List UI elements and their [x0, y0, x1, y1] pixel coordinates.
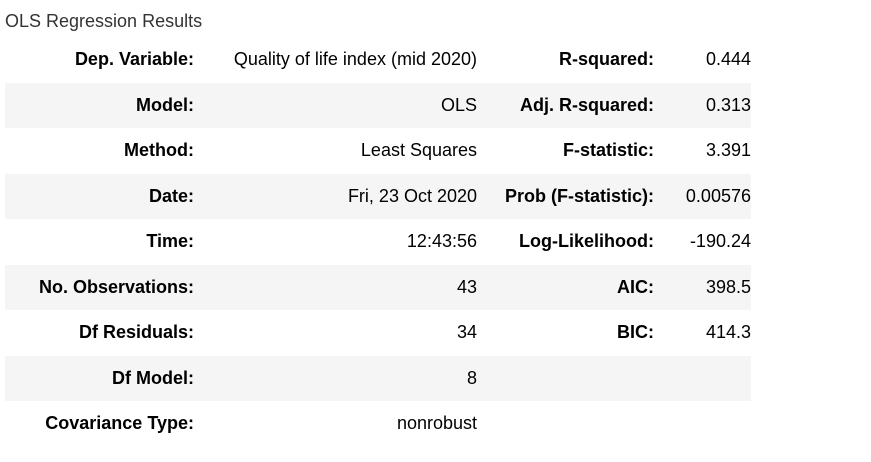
table-row: Method: Least Squares F-statistic: 3.391: [5, 128, 751, 174]
row-label-left: Covariance Type:: [45, 413, 194, 434]
row-value-right: 0.313: [705, 94, 751, 115]
row-value-left: Quality of life index (mid 2020): [233, 49, 477, 70]
row-value-right: 414.3: [705, 322, 751, 343]
row-value-left: 34: [456, 322, 477, 343]
row-value-right: 3.391: [705, 140, 751, 161]
row-value-right: 0.00576: [685, 185, 751, 206]
row-label-right: [477, 356, 654, 402]
row-label-right: Prob (F-statistic):: [504, 185, 654, 206]
table-row: Covariance Type: nonrobust: [5, 401, 751, 447]
row-value-right: [654, 356, 751, 402]
row-value-left: 8: [466, 367, 477, 388]
table-row: No. Observations: 43 AIC: 398.5: [5, 264, 751, 310]
table-row: Dep. Variable: Quality of life index (mi…: [5, 37, 751, 83]
table-row: Df Model: 8: [5, 355, 751, 402]
row-label-left: Time:: [146, 231, 194, 252]
row-value-left: OLS: [440, 94, 477, 115]
row-label-right: F-statistic:: [562, 140, 654, 161]
row-label-left: Dep. Variable:: [74, 49, 194, 70]
row-label-left: Date:: [148, 185, 194, 206]
row-label-left: No. Observations:: [38, 276, 194, 297]
row-label-right: R-squared:: [558, 49, 654, 70]
table-row: Time: 12:43:56 Log-Likelihood: -190.24: [5, 219, 751, 265]
row-label-right: BIC:: [617, 322, 654, 343]
ols-results-table: Dep. Variable: Quality of life index (mi…: [5, 37, 751, 447]
row-value-left: 43: [456, 276, 477, 297]
row-label-left: Model:: [136, 94, 194, 115]
row-label-right: AIC:: [617, 276, 654, 297]
row-value-left: Fri, 23 Oct 2020: [347, 185, 477, 206]
table-row: Model: OLS Adj. R-squared: 0.313: [5, 82, 751, 128]
row-label-right: Log-Likelihood:: [519, 231, 654, 252]
row-label-left: Df Model:: [112, 367, 194, 388]
table-row: Date: Fri, 23 Oct 2020 Prob (F-statistic…: [5, 173, 751, 219]
row-value-left: Least Squares: [360, 140, 477, 161]
row-value-right: -190.24: [689, 231, 751, 252]
row-value-left: 12:43:56: [406, 231, 477, 252]
row-label-right: Adj. R-squared:: [519, 94, 654, 115]
row-label-right: [477, 401, 654, 447]
row-value-right: [654, 401, 751, 447]
table-row: Df Residuals: 34 BIC: 414.3: [5, 310, 751, 356]
row-label-left: Method:: [124, 140, 194, 161]
row-value-left: nonrobust: [396, 413, 477, 434]
ols-results-body: Dep. Variable: Quality of life index (mi…: [5, 37, 751, 447]
row-label-left: Df Residuals:: [78, 322, 194, 343]
table-caption: OLS Regression Results: [5, 11, 203, 31]
row-value-right: 0.444: [705, 49, 751, 70]
row-value-right: 398.5: [705, 276, 751, 297]
